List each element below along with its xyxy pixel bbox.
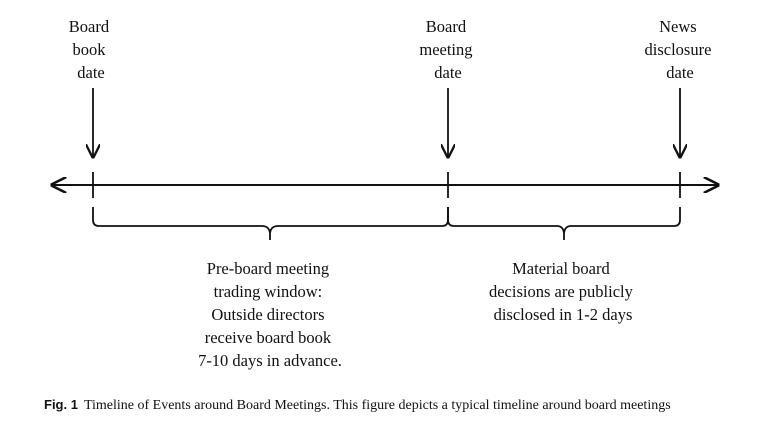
- event-label-board-meeting: Board meeting date: [419, 17, 476, 82]
- figure-caption: Fig. 1 Timeline of Events around Board Me…: [44, 396, 734, 414]
- brace-pre-meeting: [92, 207, 449, 240]
- figure-caption-label: Fig. 1: [44, 397, 78, 412]
- brace-disclosure: [447, 207, 681, 240]
- period-text-pre-meeting: Pre-board meeting trading window: Outsid…: [198, 259, 342, 370]
- event-label-news-disclosure: News disclosure date: [644, 17, 715, 82]
- figure-caption-text: Timeline of Events around Board Meetings…: [83, 398, 671, 413]
- event-label-board-book: Board book date: [69, 17, 113, 82]
- period-text-disclosure: Material board decisions are publicly di…: [489, 259, 637, 324]
